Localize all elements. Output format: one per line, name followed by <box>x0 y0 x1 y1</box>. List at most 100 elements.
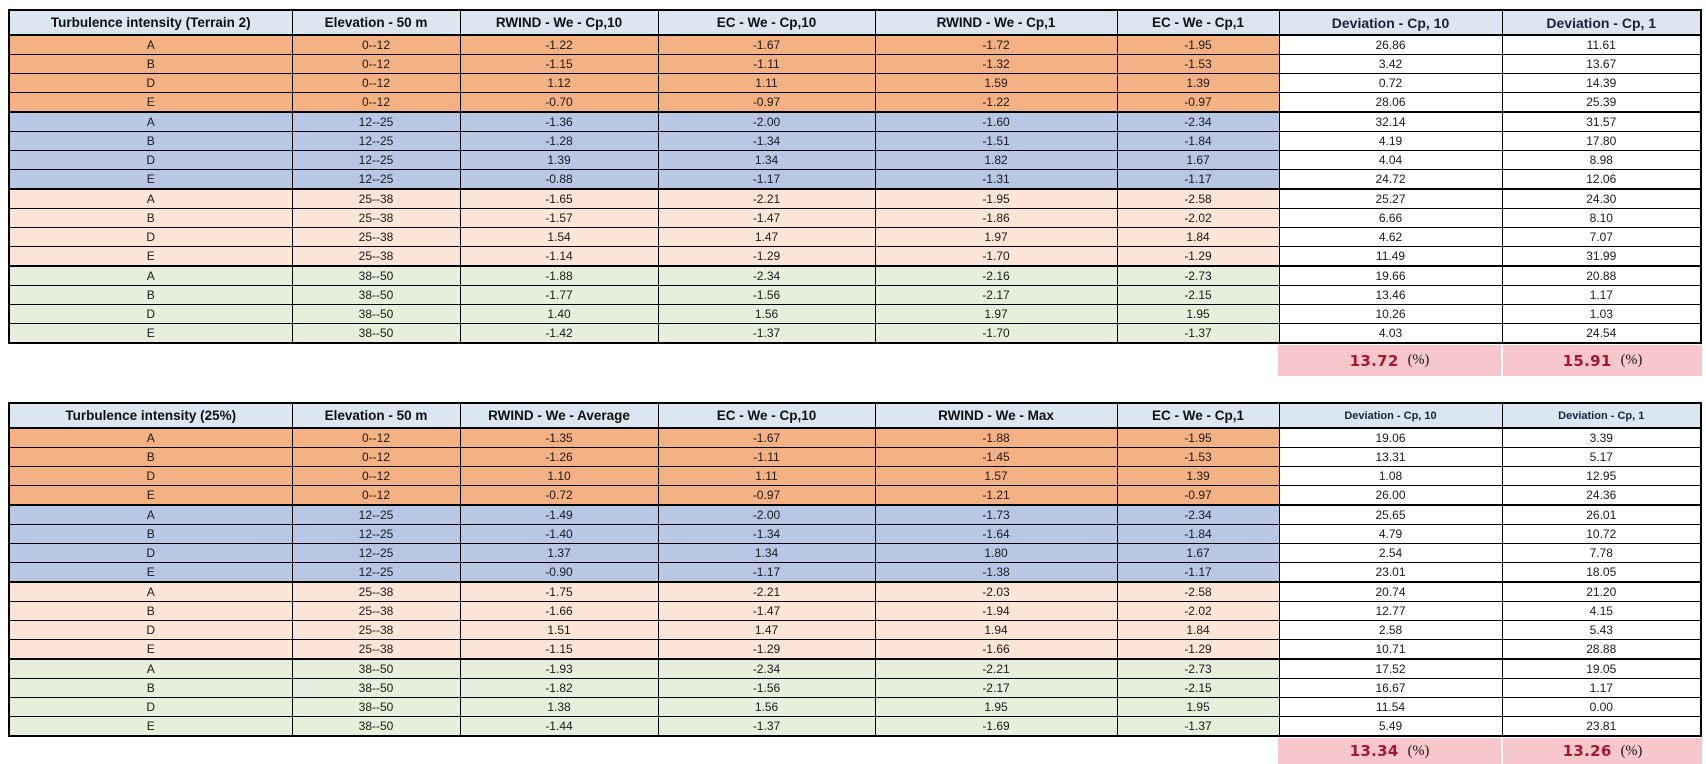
value-cell[interactable]: -1.69 <box>874 716 1118 737</box>
value-cell[interactable]: -1.37 <box>657 716 876 737</box>
deviation-cell[interactable]: 20.74 <box>1278 581 1503 602</box>
deviation-cell[interactable]: 14.39 <box>1501 73 1702 93</box>
deviation-cell[interactable]: 23.01 <box>1278 562 1503 583</box>
value-cell[interactable]: 1.11 <box>657 73 876 93</box>
value-cell[interactable]: 1.80 <box>874 543 1118 563</box>
deviation-cell[interactable]: 24.54 <box>1501 323 1702 344</box>
value-cell[interactable]: -1.64 <box>874 524 1118 544</box>
value-cell[interactable]: -1.34 <box>657 524 876 544</box>
value-cell[interactable]: -2.73 <box>1116 658 1280 679</box>
value-cell[interactable]: -1.56 <box>657 285 876 305</box>
value-cell[interactable]: -1.21 <box>874 485 1118 506</box>
deviation-cell[interactable]: 21.20 <box>1501 581 1702 602</box>
deviation-cell[interactable]: 13.46 <box>1278 285 1503 305</box>
deviation-cell[interactable]: 12.77 <box>1278 601 1503 621</box>
zone-cell[interactable]: D <box>8 697 293 717</box>
value-cell[interactable]: -1.84 <box>1116 524 1280 544</box>
elevation-cell[interactable]: 12--25 <box>291 150 461 170</box>
value-cell[interactable]: 1.39 <box>1116 466 1280 486</box>
column-header-2[interactable]: Elevation - 50 m <box>291 402 461 429</box>
deviation-cell[interactable]: 26.01 <box>1501 504 1702 525</box>
deviation-cell[interactable]: 4.79 <box>1278 524 1503 544</box>
value-cell[interactable]: -1.35 <box>459 427 659 448</box>
zone-cell[interactable]: A <box>8 658 293 679</box>
deviation-cell[interactable]: 10.26 <box>1278 304 1503 324</box>
elevation-cell[interactable]: 12--25 <box>291 504 461 525</box>
value-cell[interactable]: -0.97 <box>1116 485 1280 506</box>
deviation-cell[interactable]: 8.10 <box>1501 208 1702 228</box>
value-cell[interactable]: -2.00 <box>657 111 876 132</box>
value-cell[interactable]: -0.88 <box>459 169 659 190</box>
deviation-cell[interactable]: 10.71 <box>1278 639 1503 660</box>
deviation-cell[interactable]: 24.36 <box>1501 485 1702 506</box>
value-cell[interactable]: -1.86 <box>874 208 1118 228</box>
value-cell[interactable]: -1.67 <box>657 427 876 448</box>
value-cell[interactable]: -1.40 <box>459 524 659 544</box>
elevation-cell[interactable]: 0--12 <box>291 34 461 55</box>
zone-cell[interactable]: E <box>8 323 293 344</box>
value-cell[interactable]: -2.15 <box>1116 678 1280 698</box>
value-cell[interactable]: -0.70 <box>459 92 659 113</box>
value-cell[interactable]: -0.97 <box>657 92 876 113</box>
value-cell[interactable]: 1.84 <box>1116 227 1280 247</box>
deviation-cell[interactable]: 2.54 <box>1278 543 1503 563</box>
value-cell[interactable]: -2.16 <box>874 265 1118 286</box>
zone-cell[interactable]: A <box>8 504 293 525</box>
value-cell[interactable]: -2.34 <box>657 658 876 679</box>
value-cell[interactable]: -1.60 <box>874 111 1118 132</box>
value-cell[interactable]: -2.03 <box>874 581 1118 602</box>
value-cell[interactable]: -1.37 <box>657 323 876 344</box>
elevation-cell[interactable]: 0--12 <box>291 485 461 506</box>
terrain2-summary-deviation-cp1-cell[interactable]: 15.91 (%) <box>1503 345 1702 376</box>
elevation-cell[interactable]: 38--50 <box>291 716 461 737</box>
value-cell[interactable]: -1.15 <box>459 54 659 74</box>
value-cell[interactable]: -0.97 <box>1116 92 1280 113</box>
deviation-cell[interactable]: 19.05 <box>1501 658 1702 679</box>
elevation-cell[interactable]: 38--50 <box>291 304 461 324</box>
value-cell[interactable]: -1.49 <box>459 504 659 525</box>
turbulence25-summary-deviation-cp10-cell[interactable]: 13.34 (%) <box>1278 738 1501 764</box>
value-cell[interactable]: -2.58 <box>1116 581 1280 602</box>
zone-cell[interactable]: A <box>8 427 293 448</box>
deviation-cell[interactable]: 3.42 <box>1278 54 1503 74</box>
value-cell[interactable]: -1.32 <box>874 54 1118 74</box>
elevation-cell[interactable]: 38--50 <box>291 697 461 717</box>
value-cell[interactable]: -1.47 <box>657 208 876 228</box>
deviation-cell[interactable]: 5.17 <box>1501 447 1702 467</box>
column-header-8[interactable]: Deviation - Cp, 1 <box>1501 9 1702 36</box>
value-cell[interactable]: -1.11 <box>657 447 876 467</box>
value-cell[interactable]: -1.37 <box>1116 323 1280 344</box>
deviation-cell[interactable]: 28.06 <box>1278 92 1503 113</box>
deviation-cell[interactable]: 13.31 <box>1278 447 1503 467</box>
elevation-cell[interactable]: 38--50 <box>291 678 461 698</box>
deviation-cell[interactable]: 19.06 <box>1278 427 1503 448</box>
deviation-cell[interactable]: 10.72 <box>1501 524 1702 544</box>
value-cell[interactable]: -1.28 <box>459 131 659 151</box>
value-cell[interactable]: -2.58 <box>1116 188 1280 209</box>
deviation-cell[interactable]: 4.19 <box>1278 131 1503 151</box>
value-cell[interactable]: -2.34 <box>657 265 876 286</box>
deviation-cell[interactable]: 2.58 <box>1278 620 1503 640</box>
deviation-cell[interactable]: 4.03 <box>1278 323 1503 344</box>
deviation-cell[interactable]: 31.57 <box>1501 111 1702 132</box>
value-cell[interactable]: -1.17 <box>657 562 876 583</box>
elevation-cell[interactable]: 12--25 <box>291 169 461 190</box>
column-header-7[interactable]: Deviation - Cp, 10 <box>1278 9 1503 36</box>
deviation-cell[interactable]: 13.67 <box>1501 54 1702 74</box>
elevation-cell[interactable]: 25--38 <box>291 227 461 247</box>
value-cell[interactable]: -1.47 <box>657 601 876 621</box>
value-cell[interactable]: -2.00 <box>657 504 876 525</box>
zone-cell[interactable]: E <box>8 169 293 190</box>
elevation-cell[interactable]: 25--38 <box>291 581 461 602</box>
value-cell[interactable]: -1.38 <box>874 562 1118 583</box>
value-cell[interactable]: -2.15 <box>1116 285 1280 305</box>
value-cell[interactable]: -1.22 <box>459 34 659 55</box>
deviation-cell[interactable]: 25.65 <box>1278 504 1503 525</box>
value-cell[interactable]: -2.34 <box>1116 111 1280 132</box>
value-cell[interactable]: -1.94 <box>874 601 1118 621</box>
deviation-cell[interactable]: 0.00 <box>1501 697 1702 717</box>
zone-cell[interactable]: E <box>8 246 293 267</box>
zone-cell[interactable]: A <box>8 581 293 602</box>
zone-cell[interactable]: D <box>8 150 293 170</box>
elevation-cell[interactable]: 25--38 <box>291 188 461 209</box>
